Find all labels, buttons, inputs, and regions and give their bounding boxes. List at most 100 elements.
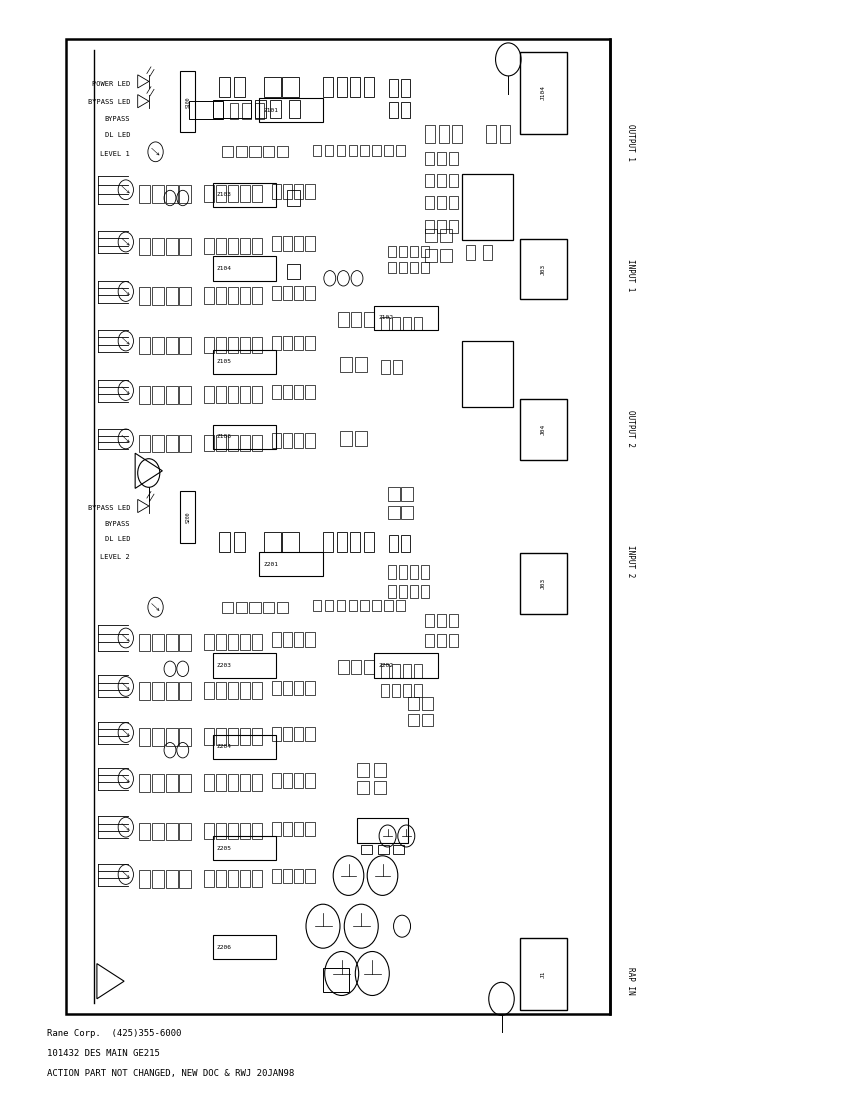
Bar [179, 728, 191, 746]
Bar [355, 358, 367, 372]
Bar [189, 101, 223, 119]
Bar [294, 632, 303, 647]
Bar [437, 634, 446, 647]
Bar [240, 337, 250, 353]
Bar [219, 532, 230, 552]
Bar [236, 602, 247, 613]
Text: J03: J03 [541, 578, 546, 590]
Bar [216, 728, 226, 745]
Bar [486, 125, 496, 143]
Bar [337, 77, 347, 97]
Bar [252, 238, 262, 254]
Bar [242, 103, 251, 119]
Bar [305, 681, 314, 695]
Bar [228, 386, 238, 403]
Text: Rane Corp.  (425)355-6000: Rane Corp. (425)355-6000 [47, 1030, 181, 1038]
Bar [449, 196, 458, 209]
Bar [179, 186, 191, 204]
Bar [139, 238, 150, 255]
Text: S200: S200 [185, 512, 190, 522]
Bar [294, 433, 303, 448]
Bar [381, 664, 389, 678]
Bar [388, 565, 396, 579]
Text: Z201: Z201 [264, 562, 279, 566]
Text: J03: J03 [541, 263, 546, 275]
Bar [401, 535, 410, 552]
Bar [152, 870, 164, 888]
Text: BYPASS LED: BYPASS LED [88, 99, 130, 106]
Bar [313, 600, 321, 610]
Bar [422, 697, 433, 710]
Bar [408, 714, 419, 726]
Bar [396, 145, 405, 156]
Bar [223, 146, 233, 157]
Bar [399, 565, 407, 579]
Bar [240, 434, 250, 451]
Bar [166, 774, 178, 792]
Bar [236, 146, 247, 157]
Bar [152, 434, 164, 452]
Bar [449, 614, 458, 627]
Bar [212, 256, 276, 280]
Bar [283, 184, 292, 199]
Text: BYPASS: BYPASS [105, 520, 130, 527]
Bar [372, 145, 381, 156]
Bar [228, 287, 238, 304]
Text: Z105: Z105 [217, 360, 232, 364]
Bar [437, 196, 446, 209]
Bar [388, 506, 400, 519]
Bar [252, 823, 262, 839]
Bar [323, 532, 333, 552]
Bar [351, 660, 361, 674]
Bar [152, 634, 164, 651]
Bar [152, 823, 164, 840]
Bar [272, 184, 281, 199]
Bar [283, 632, 292, 647]
Text: LEVEL 1: LEVEL 1 [100, 151, 130, 157]
Bar [204, 682, 214, 698]
Bar [399, 246, 407, 257]
Bar [216, 238, 226, 254]
Bar [216, 287, 226, 304]
Bar [414, 684, 422, 697]
Bar [388, 487, 400, 500]
Bar [408, 697, 419, 710]
Bar [414, 664, 422, 678]
Bar [152, 186, 164, 204]
Bar [388, 262, 396, 273]
Bar [425, 174, 434, 187]
Bar [520, 239, 567, 299]
Bar [305, 184, 314, 199]
Bar [179, 386, 191, 404]
Bar [414, 317, 422, 330]
Bar [252, 682, 262, 698]
Bar [234, 532, 245, 552]
Bar [272, 236, 281, 251]
Bar [216, 823, 226, 839]
Bar [289, 100, 300, 118]
Text: Z203: Z203 [217, 663, 232, 668]
Bar [272, 869, 281, 883]
Bar [500, 125, 510, 143]
Bar [139, 386, 150, 404]
Bar [313, 145, 321, 156]
Bar [449, 152, 458, 165]
Bar [228, 238, 238, 254]
Bar [357, 781, 369, 794]
Text: Z102: Z102 [378, 316, 394, 320]
Bar [381, 684, 389, 697]
Text: DL LED: DL LED [105, 536, 130, 542]
Bar [166, 337, 178, 354]
Bar [263, 146, 274, 157]
Bar [216, 870, 226, 887]
Bar [425, 614, 434, 627]
Bar [399, 585, 407, 598]
Bar [252, 287, 262, 304]
Bar [283, 822, 292, 836]
Bar [403, 664, 411, 678]
Bar [230, 103, 238, 119]
Text: J1: J1 [541, 970, 546, 978]
Bar [437, 174, 446, 187]
Bar [520, 399, 567, 460]
Bar [277, 146, 287, 157]
